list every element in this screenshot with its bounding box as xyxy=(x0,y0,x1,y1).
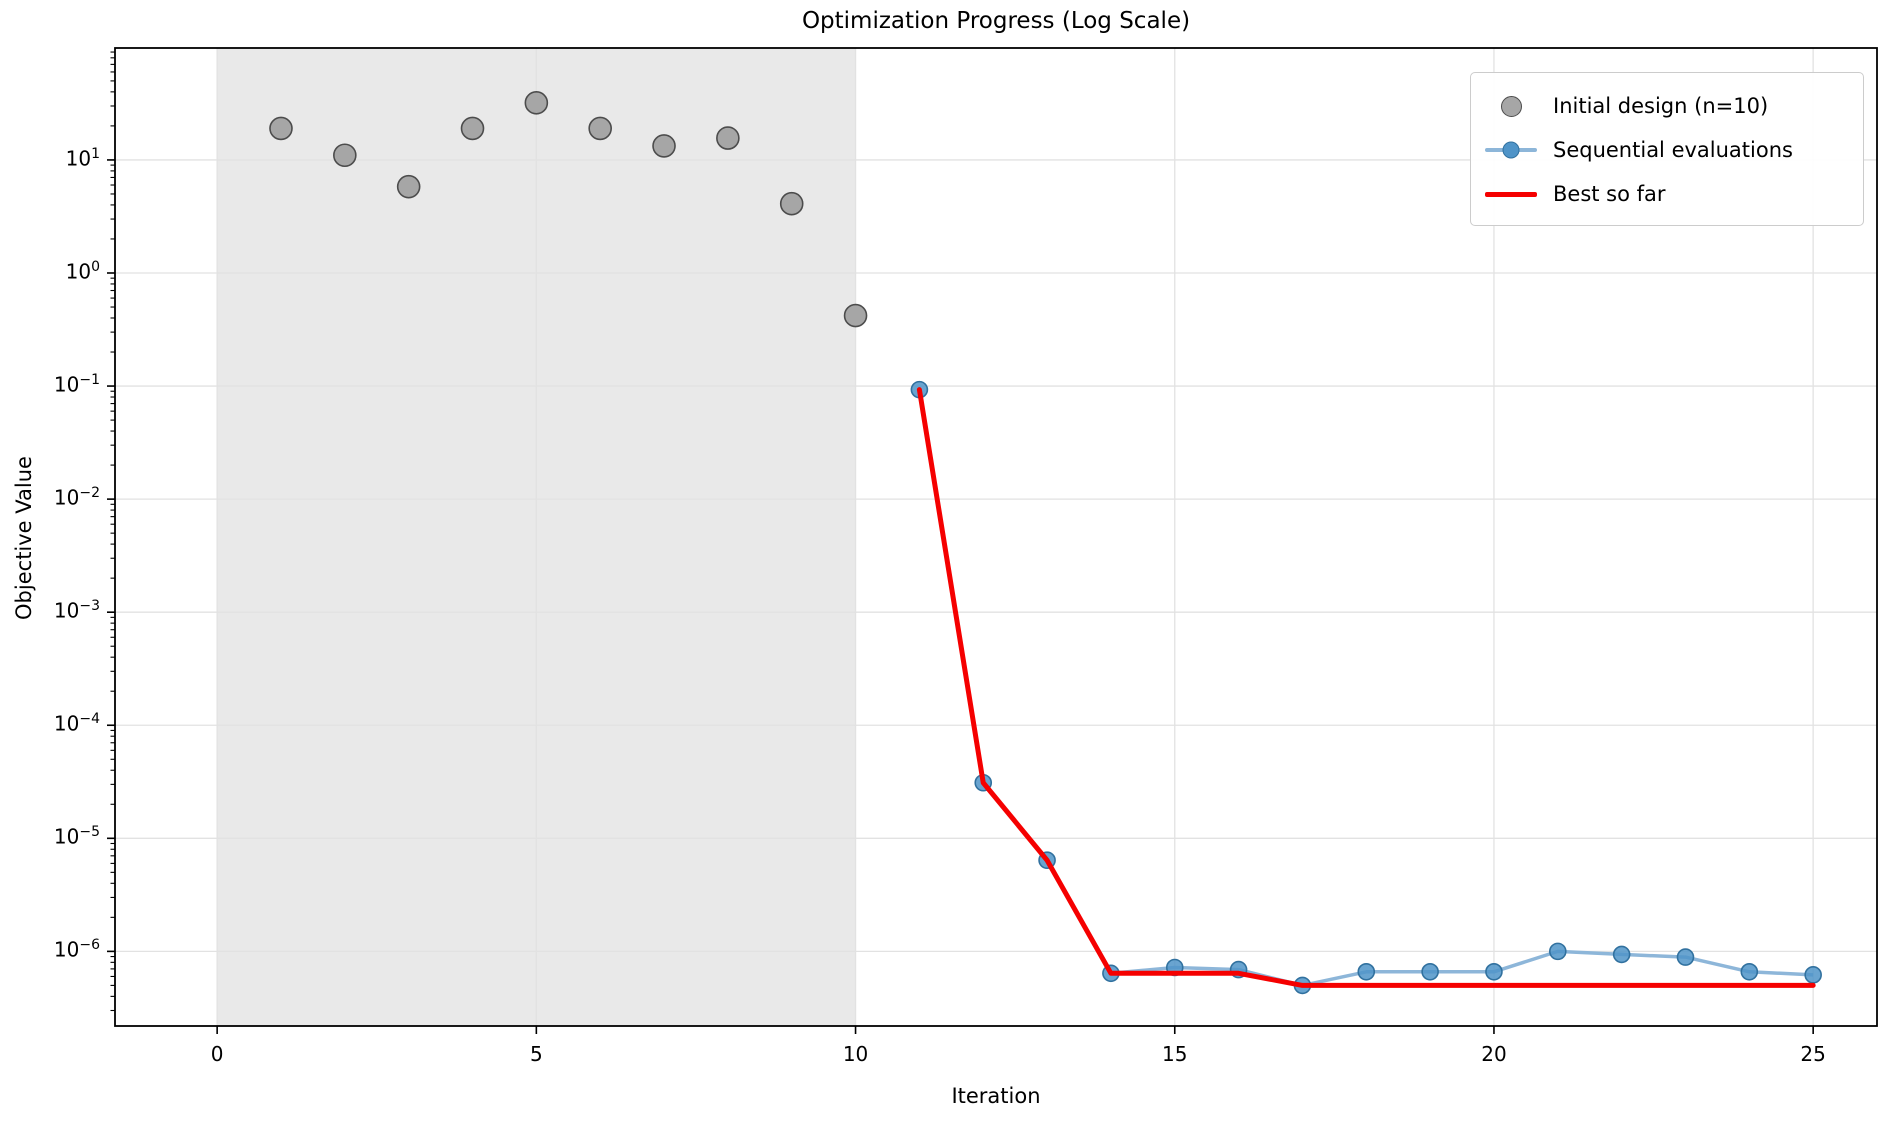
legend-label: Sequential evaluations xyxy=(1553,138,1793,162)
initial-design-point xyxy=(333,143,357,168)
legend-label: Best so far xyxy=(1553,182,1666,206)
initial-design-point xyxy=(524,91,549,115)
legend-entry: Initial design (n=10) xyxy=(1483,84,1853,128)
sequential-point xyxy=(1804,966,1822,984)
x-tick-label: 5 xyxy=(529,1042,543,1066)
best-so-far-line xyxy=(916,387,1816,988)
sequential-point xyxy=(1740,962,1759,981)
initial-design-series xyxy=(269,91,868,328)
legend-entry: Best so far xyxy=(1483,172,1853,216)
sequential-point xyxy=(1612,945,1631,964)
x-tick-label: 0 xyxy=(210,1042,224,1066)
legend: Initial design (n=10) Sequential evaluati… xyxy=(1470,72,1864,226)
initial-design-point xyxy=(588,116,612,141)
y-tick-label: 10−3 xyxy=(53,598,100,623)
sequential-point xyxy=(1676,948,1695,966)
sequential-line xyxy=(917,389,1814,988)
x-axis-label: Iteration xyxy=(951,1084,1041,1108)
initial-design-point xyxy=(460,116,485,141)
y-tick-label: 10−2 xyxy=(53,485,100,510)
chart-title: Optimization Progress (Log Scale) xyxy=(801,8,1191,34)
x-tick-label: 20 xyxy=(1481,1042,1507,1066)
axis-ticks xyxy=(107,51,1814,1034)
sequential-evaluations-series xyxy=(910,380,1822,995)
red-line-icon xyxy=(1483,191,1539,197)
y-tick-label: 10−5 xyxy=(53,824,100,849)
best-so-far-series xyxy=(916,387,1816,988)
axes-spines xyxy=(114,47,1878,1027)
sequential-point xyxy=(1548,942,1567,961)
legend-label: Initial design (n=10) xyxy=(1553,94,1769,118)
initial-design-point xyxy=(779,191,804,216)
sequential-point xyxy=(1485,962,1503,981)
x-tick-label: 10 xyxy=(842,1042,869,1066)
blue-line-marker-icon xyxy=(1483,141,1539,159)
initial-design-point xyxy=(269,116,293,141)
gray-circle-icon xyxy=(1483,95,1539,117)
initial-design-point xyxy=(716,126,740,150)
y-tick-label: 101 xyxy=(65,145,100,171)
y-tick-label: 10−4 xyxy=(53,711,100,736)
legend-entry: Sequential evaluations xyxy=(1483,128,1853,172)
grid-lines xyxy=(115,48,1877,1026)
y-tick-label: 10−6 xyxy=(53,937,100,963)
initial-design-point xyxy=(652,134,676,158)
x-tick-label: 15 xyxy=(1162,1042,1188,1066)
y-tick-label: 10−1 xyxy=(53,372,100,397)
y-axis-label: Objective Value xyxy=(12,456,36,620)
initial-design-point xyxy=(396,174,421,199)
y-tick-label: 100 xyxy=(65,258,100,284)
initial-design-point xyxy=(843,303,868,328)
sequential-point xyxy=(1357,962,1376,981)
x-tick-label: 25 xyxy=(1800,1042,1826,1066)
sequential-point xyxy=(1421,962,1439,981)
